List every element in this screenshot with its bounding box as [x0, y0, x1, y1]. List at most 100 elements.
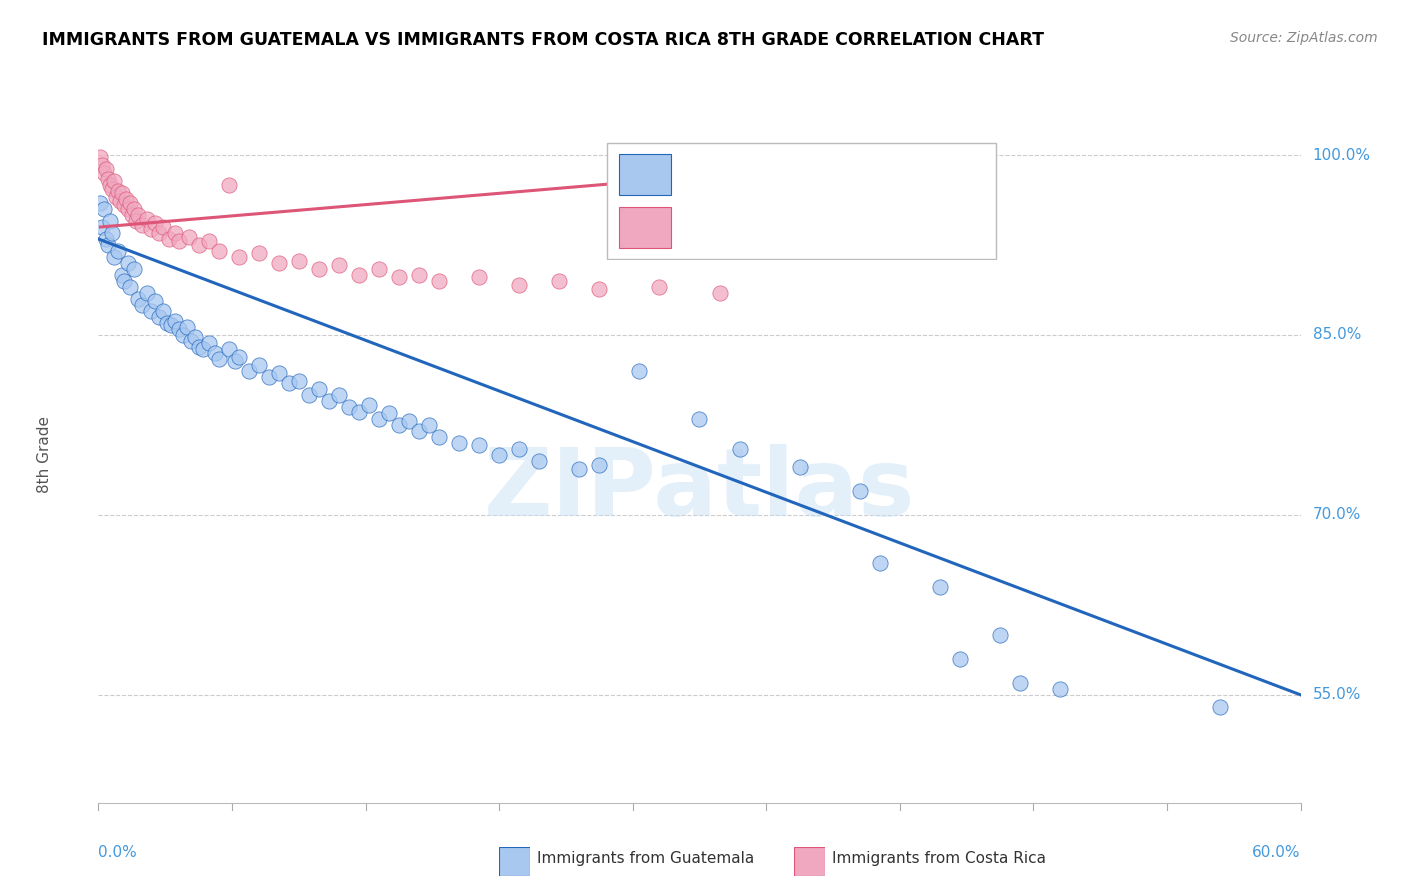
Point	[728, 442, 751, 456]
Point	[183, 330, 205, 344]
Point	[114, 198, 136, 212]
Point	[101, 181, 124, 195]
Point	[427, 430, 450, 444]
Point	[1049, 681, 1071, 696]
Text: R = -0.556: R = -0.556	[686, 165, 786, 183]
Point	[218, 178, 240, 192]
Point	[117, 202, 139, 216]
Point	[468, 438, 491, 452]
Point	[277, 376, 299, 390]
Point	[468, 270, 491, 285]
Point	[427, 274, 450, 288]
Point	[114, 274, 136, 288]
Bar	[619, 153, 671, 195]
Point	[197, 336, 219, 351]
Text: IMMIGRANTS FROM GUATEMALA VS IMMIGRANTS FROM COSTA RICA 8TH GRADE CORRELATION CH: IMMIGRANTS FROM GUATEMALA VS IMMIGRANTS …	[42, 31, 1045, 49]
Point	[267, 256, 290, 270]
Point	[167, 235, 190, 249]
Point	[529, 454, 551, 468]
Point	[111, 186, 134, 201]
Point	[388, 417, 411, 432]
Point	[347, 268, 370, 282]
Point	[609, 196, 631, 211]
Point	[100, 214, 122, 228]
Point	[152, 304, 174, 318]
Text: N = 52: N = 52	[873, 218, 935, 236]
Point	[93, 202, 115, 216]
Point	[447, 436, 470, 450]
Text: Immigrants from Costa Rica: Immigrants from Costa Rica	[832, 852, 1046, 866]
Point	[177, 229, 200, 244]
Point	[228, 350, 250, 364]
Point	[125, 214, 148, 228]
Point	[568, 462, 591, 476]
Text: N = 74: N = 74	[873, 165, 935, 183]
Point	[187, 238, 209, 252]
Point	[298, 388, 321, 402]
Point	[135, 285, 157, 300]
Point	[152, 219, 174, 234]
Point	[368, 412, 391, 426]
Point	[218, 343, 240, 357]
Point	[789, 459, 811, 474]
Text: Immigrants from Guatemala: Immigrants from Guatemala	[537, 852, 755, 866]
Point	[308, 382, 330, 396]
Text: 55.0%: 55.0%	[1313, 688, 1361, 702]
Point	[191, 343, 214, 357]
Point	[148, 226, 170, 240]
Point	[120, 280, 142, 294]
Point	[1209, 699, 1232, 714]
Point	[357, 398, 380, 412]
Point	[318, 393, 340, 408]
Point	[197, 235, 219, 249]
FancyBboxPatch shape	[607, 143, 995, 259]
Point	[709, 285, 731, 300]
Point	[508, 442, 530, 456]
Point	[368, 262, 391, 277]
Point	[159, 318, 181, 333]
Point	[89, 150, 111, 164]
Point	[548, 274, 571, 288]
Point	[157, 232, 180, 246]
Point	[408, 424, 430, 438]
Point	[124, 202, 146, 216]
Point	[688, 412, 710, 426]
Point	[148, 310, 170, 324]
Point	[398, 414, 420, 428]
Point	[96, 232, 118, 246]
Point	[180, 334, 202, 348]
Text: 100.0%: 100.0%	[1313, 147, 1371, 162]
Point	[121, 208, 143, 222]
Point	[418, 417, 440, 432]
Point	[131, 298, 153, 312]
Point	[111, 268, 134, 282]
Point	[91, 219, 114, 234]
Point	[337, 400, 360, 414]
Point	[228, 250, 250, 264]
Point	[110, 194, 132, 208]
Point	[91, 158, 114, 172]
Point	[204, 346, 226, 360]
Text: ZIPatlas: ZIPatlas	[484, 443, 915, 536]
Point	[163, 313, 186, 327]
Point	[488, 448, 510, 462]
Point	[408, 268, 430, 282]
Point	[849, 483, 872, 498]
Point	[115, 193, 138, 207]
Point	[163, 226, 186, 240]
Point	[267, 367, 290, 381]
Point	[347, 405, 370, 419]
Point	[101, 226, 124, 240]
Point	[107, 184, 129, 198]
Point	[508, 277, 530, 292]
Point	[100, 178, 122, 192]
Point	[107, 244, 129, 258]
Point	[103, 174, 125, 188]
Point	[139, 222, 162, 236]
Text: 0.0%: 0.0%	[98, 845, 138, 860]
Point	[288, 374, 311, 388]
Point	[124, 262, 146, 277]
Point	[96, 162, 118, 177]
Text: 70.0%: 70.0%	[1313, 508, 1361, 523]
Point	[628, 364, 651, 378]
